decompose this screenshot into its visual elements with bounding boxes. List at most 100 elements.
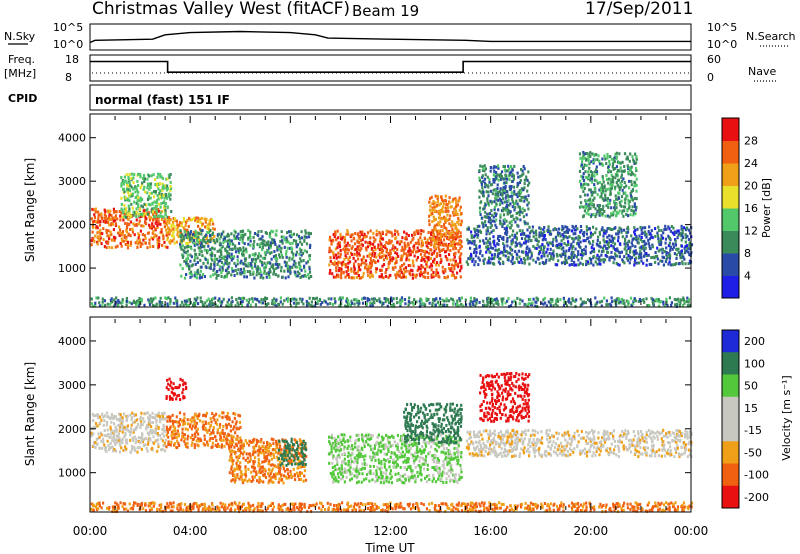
power-pixel: [618, 188, 621, 192]
power-pixel: [505, 181, 508, 185]
power-pixel: [233, 261, 236, 265]
power-pixel: [677, 229, 680, 233]
power-pixel: [452, 273, 455, 277]
power-pixel: [593, 250, 596, 254]
power-pixel: [446, 245, 449, 249]
power-pixel: [339, 252, 342, 256]
power-pixel: [673, 252, 676, 256]
power-pixel: [543, 252, 546, 256]
power-pixel: [152, 173, 155, 177]
power-pixel: [396, 240, 399, 244]
power-pixel: [163, 240, 166, 244]
power-pixel: [329, 235, 332, 239]
power-pixel: [605, 162, 608, 165]
velocity-pixel: [232, 435, 235, 439]
power-pixel: [552, 257, 555, 261]
power-pixel: [550, 254, 553, 258]
power-pixel: [439, 202, 442, 206]
velocity-pixel: [173, 392, 176, 396]
power-pixel: [157, 245, 160, 249]
power-pixel: [137, 184, 140, 187]
power-pixel: [345, 232, 348, 236]
power-pixel: [207, 297, 210, 301]
velocity-pixel: [177, 432, 180, 436]
power-pixel: [486, 300, 489, 304]
power-pixel: [310, 304, 313, 308]
power-pixel: [278, 253, 281, 257]
power-pixel: [336, 236, 339, 240]
power-pixel: [606, 187, 609, 191]
power-pixel: [135, 207, 138, 211]
power-pixel: [251, 300, 254, 304]
power-pixel: [448, 196, 451, 200]
power-pixel: [654, 227, 657, 231]
power-pixel: [186, 257, 189, 260]
power-pixel: [665, 300, 668, 304]
power-pixel: [237, 232, 240, 236]
power-pixel: [644, 233, 647, 237]
velocity-pixel: [153, 416, 157, 420]
power-pixel: [499, 213, 502, 217]
velocity-pixel: [125, 441, 129, 445]
power-pixel: [459, 234, 462, 238]
power-pixel: [600, 192, 603, 195]
power-pixel: [684, 249, 687, 253]
power-pixel: [501, 251, 504, 254]
power-pixel: [397, 254, 400, 258]
power-pixel: [615, 300, 618, 304]
power-pixel: [568, 297, 571, 301]
velocity-pixel: [212, 428, 215, 432]
velocity-pixel: [113, 416, 116, 420]
power-pixel: [521, 211, 524, 215]
velocity-pixel: [131, 411, 134, 415]
velocity-pixel: [177, 442, 180, 445]
power-pixel: [134, 190, 137, 194]
power-pixel: [546, 247, 549, 251]
power-pixel: [148, 182, 151, 186]
power-pixel: [497, 239, 501, 242]
power-pixel: [227, 304, 230, 308]
power-pixel: [199, 269, 202, 273]
power-pixel: [497, 190, 500, 194]
power-pixel: [193, 238, 196, 242]
power-pixel: [520, 199, 523, 203]
power-pixel: [676, 236, 679, 240]
power-pixel: [611, 165, 614, 169]
power-pixel: [592, 254, 595, 258]
power-pixel: [478, 210, 482, 214]
power-pixel: [539, 250, 542, 254]
power-pixel: [615, 213, 618, 217]
power-pixel: [451, 223, 454, 227]
power-pixel: [269, 261, 272, 265]
power-pixel: [163, 200, 166, 204]
power-pixel: [519, 298, 522, 302]
power-pixel: [520, 168, 523, 171]
power-pixel: [665, 246, 668, 250]
power-pixel: [453, 267, 456, 271]
power-pixel: [224, 259, 227, 262]
power-pixel: [424, 275, 427, 279]
velocity-pixel: [158, 420, 162, 424]
power-pixel: [195, 276, 198, 280]
power-pixel: [673, 230, 676, 234]
power-pixel: [511, 255, 514, 259]
power-pixel: [385, 233, 388, 236]
power-pixel: [136, 239, 139, 243]
power-pixel: [129, 243, 132, 247]
velocity-pixel: [140, 423, 143, 426]
power-pixel: [356, 250, 359, 254]
power-pixel: [545, 258, 548, 262]
power-pixel: [370, 260, 373, 263]
velocity-pixel: [103, 419, 106, 423]
power-pixel: [444, 199, 448, 203]
power-pixel: [444, 233, 447, 237]
power-pixel: [612, 159, 615, 163]
power-pixel: [506, 224, 509, 228]
power-pixel: [596, 262, 599, 266]
power-pixel: [362, 255, 365, 259]
velocity-pixel: [128, 430, 131, 433]
power-pixel: [141, 242, 144, 246]
power-pixel: [462, 304, 465, 308]
power-pixel: [499, 257, 502, 261]
power-pixel: [392, 244, 395, 248]
